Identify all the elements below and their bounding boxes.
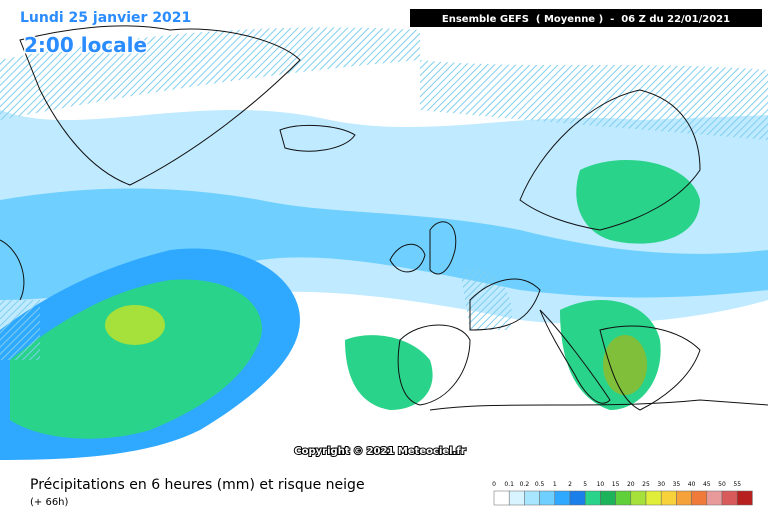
legend-swatch <box>569 490 586 506</box>
legend-swatch <box>660 490 677 506</box>
legend-swatch <box>721 490 738 506</box>
run-box <box>410 9 762 27</box>
legend-swatch <box>615 490 632 506</box>
legend-label: 0.2 <box>520 481 530 488</box>
legend-label: 50 <box>718 481 726 488</box>
legend-label: 10 <box>597 481 605 488</box>
legend-label: 5 <box>583 481 587 488</box>
legend-swatch <box>706 490 723 506</box>
legend-swatch <box>584 490 601 506</box>
legend-label: 35 <box>673 481 681 488</box>
legend-swatch <box>676 490 692 506</box>
lead-time: (+ 66h) <box>30 497 69 508</box>
legend-label: 2 <box>568 481 572 488</box>
legend-swatch <box>736 490 753 506</box>
legend-swatch <box>524 490 540 506</box>
legend-label: 40 <box>688 481 696 488</box>
date: Lundi 25 janvier 2021 <box>20 10 191 26</box>
legend-swatch <box>539 490 556 506</box>
legend-label: 0 <box>492 481 496 488</box>
legend-swatch <box>600 490 616 506</box>
legend-swatch <box>630 490 647 506</box>
legend-label: 55 <box>733 481 741 488</box>
legend-swatch <box>508 490 525 506</box>
legend-label: 0.1 <box>504 481 514 488</box>
legend-label: 0.5 <box>535 481 545 488</box>
legend-label: 25 <box>642 481 650 488</box>
legend-swatch <box>645 490 662 506</box>
legend-label: 45 <box>703 481 711 488</box>
copyright: Copyright © 2021 Meteociel.fr <box>294 446 465 457</box>
map <box>0 25 768 460</box>
legend-swatch <box>691 490 708 506</box>
legend: 0 0.1 0.2 0.5 1 2 5 10 15 20 25 30 35 40 45 50 55 <box>492 481 753 506</box>
legend-label: 20 <box>627 481 635 488</box>
legend-swatch <box>493 490 510 506</box>
legend-label: 30 <box>657 481 665 488</box>
run-info: Ensemble GEFS ( Moyenne ) - 06 Z du 22/0… <box>442 14 730 25</box>
legend-label: 15 <box>612 481 620 488</box>
legend-swatch <box>554 490 571 506</box>
time: 2:00 locale <box>24 33 147 57</box>
footer-title: Précipitations en 6 heures (mm) et risqu… <box>30 477 365 493</box>
legend-label: 1 <box>553 481 557 488</box>
